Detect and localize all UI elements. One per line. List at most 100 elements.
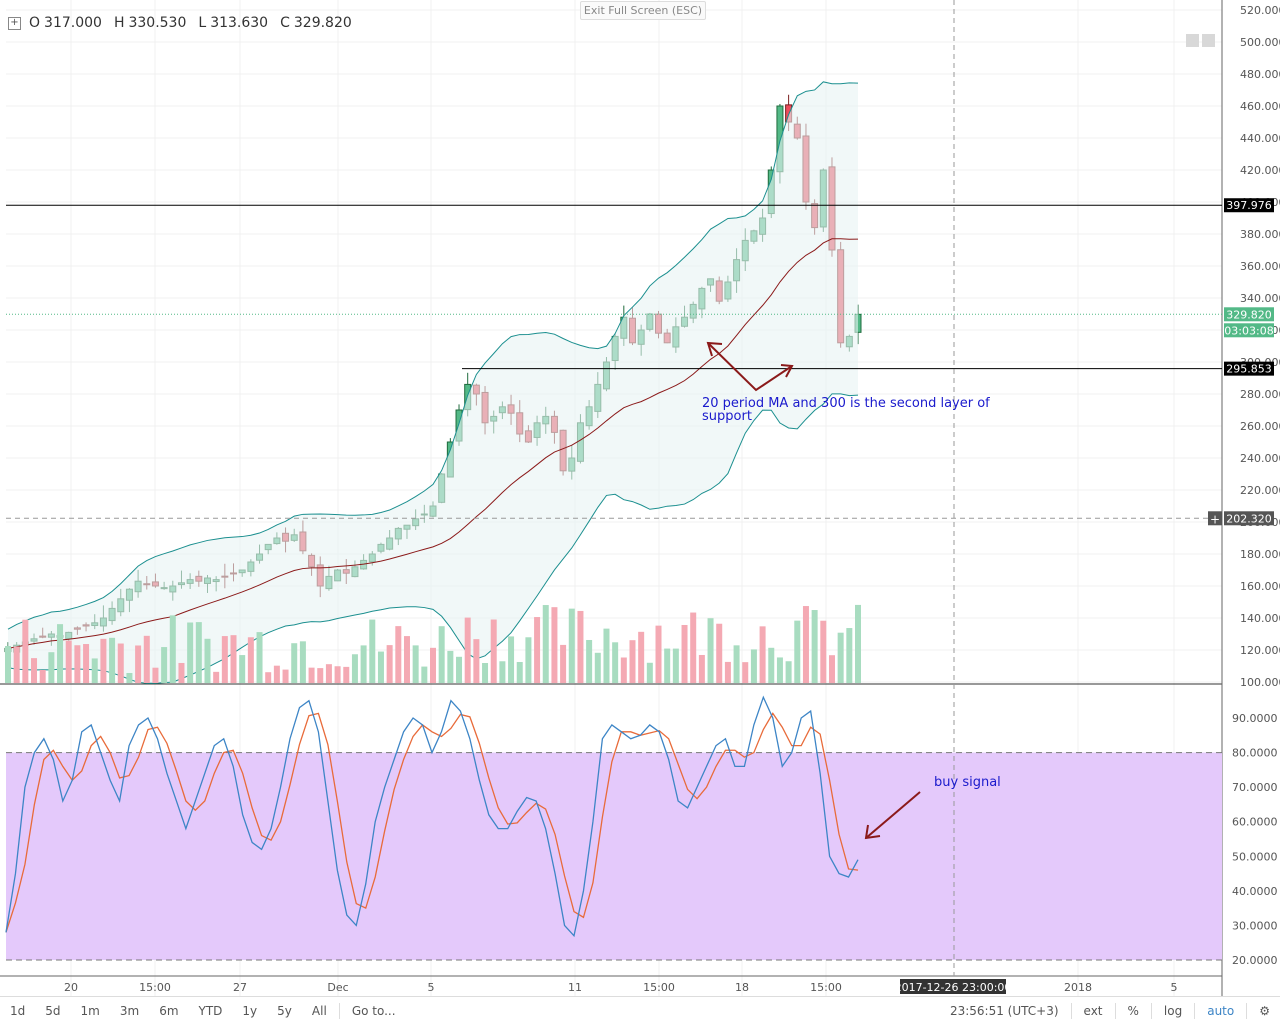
volume-bar	[282, 669, 289, 683]
buy-signal-annotation: buy signal	[934, 775, 1001, 790]
volume-bar	[681, 624, 688, 683]
volume-bar	[213, 671, 220, 683]
volume-bar	[334, 666, 341, 683]
volume-bar	[785, 661, 792, 683]
price-axis-label: 520.000	[1240, 4, 1280, 17]
plus-box-icon[interactable]: +	[8, 16, 21, 30]
volume-bar	[169, 615, 176, 683]
volume-bar	[256, 632, 263, 683]
volume-bar	[161, 647, 168, 683]
time-axis-label: Dec	[327, 981, 348, 994]
bollinger-fill	[8, 81, 858, 684]
arrow-head	[864, 824, 881, 840]
volume-bar	[109, 637, 116, 683]
volume-bar	[568, 608, 575, 683]
volume-bar	[117, 643, 124, 683]
price-axis-label: 420.000	[1240, 164, 1280, 177]
chart-controls	[1186, 34, 1215, 47]
log-toggle[interactable]: log	[1163, 1004, 1183, 1018]
volume-bar	[655, 625, 662, 683]
range-1y[interactable]: 1y	[242, 1004, 258, 1018]
range-ytd[interactable]: YTD	[198, 1004, 223, 1018]
volume-bar	[742, 662, 749, 683]
volume-bar	[247, 637, 254, 683]
volume-bar	[828, 655, 835, 683]
volume-bar	[403, 636, 410, 683]
price-axis-label: 360.000	[1240, 260, 1280, 273]
percent-toggle[interactable]: %	[1127, 1004, 1139, 1018]
osc-axis-label: 50.0000	[1232, 850, 1278, 863]
range-all[interactable]: All	[311, 1004, 327, 1018]
volume-bar	[759, 626, 766, 683]
volume-bar	[629, 640, 636, 683]
volume-bar	[377, 651, 384, 683]
volume-bar	[31, 658, 38, 683]
volume-bar	[646, 662, 653, 683]
volume-bar	[664, 648, 671, 683]
volume-bar	[490, 619, 497, 683]
gear-icon[interactable]: ⚙	[1259, 1004, 1270, 1018]
volume-bar	[195, 622, 202, 683]
price-axis-label: 100.000	[1240, 676, 1280, 689]
high-value: 330.530	[128, 15, 187, 31]
toolbar-divider	[1150, 1003, 1152, 1019]
volume-bar	[421, 666, 428, 683]
volume-bar	[230, 635, 237, 683]
range-6m[interactable]: 6m	[159, 1004, 179, 1018]
auto-toggle[interactable]: auto	[1207, 1004, 1235, 1018]
cursor-price-tag	[1224, 511, 1274, 526]
high-label: H	[113, 15, 125, 31]
volume-bar	[542, 605, 549, 683]
volume-bar	[846, 628, 853, 683]
range-5y[interactable]: 5y	[277, 1004, 292, 1018]
goto-button[interactable]: Go to...	[351, 1004, 396, 1018]
price-axis-label: 160.000	[1240, 580, 1280, 593]
chart-canvas[interactable]: 520.000 500.000 480.000 460.000 440.000 420.0…	[0, 0, 1280, 996]
volume-bar	[577, 610, 584, 683]
range-5d[interactable]: 5d	[45, 1004, 61, 1018]
time-axis-label: 27	[233, 981, 247, 994]
countdown-tag	[1224, 323, 1274, 338]
stoch-band	[6, 752, 1222, 960]
toolbar-divider	[1246, 1003, 1248, 1019]
volume-bar	[143, 635, 150, 683]
volume-bar	[438, 626, 445, 683]
osc-axis-label: 70.0000	[1232, 781, 1278, 794]
volume-bar	[603, 628, 610, 683]
range-1d[interactable]: 1d	[10, 1004, 26, 1018]
countdown-text: 03:03:08	[1224, 324, 1273, 337]
add-alert-icon	[1208, 511, 1222, 526]
volume-bar	[308, 667, 315, 683]
volume-bar	[586, 639, 593, 683]
support-annotation: 20 period MA and 300 is the second layer…	[702, 396, 990, 424]
time-axis-label: 15:00	[643, 981, 675, 994]
volume-bar	[152, 667, 159, 683]
exit-fullscreen-button[interactable]: Exit Full Screen (ESC)	[580, 1, 706, 20]
range-1m[interactable]: 1m	[80, 1004, 100, 1018]
last-price-tag	[1224, 307, 1274, 322]
price-axis-label: 220.000	[1240, 484, 1280, 497]
price-axis-label: 240.000	[1240, 452, 1280, 465]
arrow-right-icon[interactable]	[1202, 34, 1215, 47]
close-label: C	[280, 15, 290, 31]
price-axis-label: 500.000	[1240, 36, 1280, 49]
arrow-left-icon[interactable]	[1186, 34, 1199, 47]
volume-bar	[499, 661, 506, 683]
arrow-head	[706, 341, 723, 357]
volume-bar	[794, 620, 801, 683]
ext-toggle[interactable]: ext	[1083, 1004, 1103, 1018]
clock-readout: 23:56:51 (UTC+3)	[949, 1004, 1059, 1018]
osc-axis-label: 80.0000	[1232, 747, 1278, 760]
volume-bar	[620, 657, 627, 683]
price-axis-label: 340.000	[1240, 292, 1280, 305]
volume-bar	[560, 644, 567, 683]
volume-bar	[5, 646, 11, 683]
volume-bar	[325, 664, 332, 683]
open-label: O	[29, 15, 41, 31]
volume-bar	[716, 623, 723, 683]
price-axis-label: 280.000	[1240, 388, 1280, 401]
price-axis-label: 460.000	[1240, 100, 1280, 113]
range-3m[interactable]: 3m	[119, 1004, 140, 1018]
volume-bar	[612, 642, 619, 683]
volume-bar	[516, 661, 523, 683]
